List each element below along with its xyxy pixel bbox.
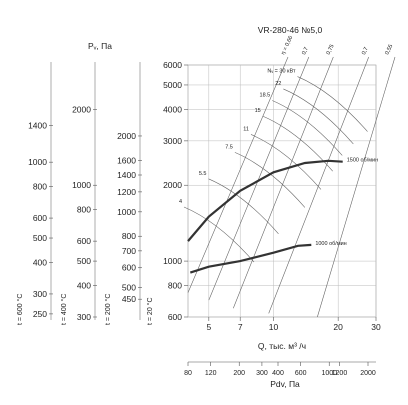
dynamic-pressure-tick-label: 200 <box>233 370 245 377</box>
temperature-tick-label: 1400 <box>28 120 47 130</box>
x-tick-label: 5 <box>206 322 211 332</box>
power-label: 4 <box>179 199 182 205</box>
temperature-label: t = 200 °C <box>104 294 112 325</box>
series-line <box>187 159 343 242</box>
dynamic-pressure-tick-label: 300 <box>256 370 268 377</box>
temperature-tick-label: 600 <box>122 263 136 273</box>
y-tick-label: 2000 <box>163 180 182 190</box>
dynamic-pressure-tick-label: 600 <box>295 370 307 377</box>
temperature-tick-label: 800 <box>33 182 47 192</box>
efficiency-ray <box>208 56 310 301</box>
y-tick-label: 3000 <box>163 136 182 146</box>
series-line <box>189 243 312 274</box>
power-label: 7.5 <box>225 144 233 150</box>
temperature-scales: 600 800 1000 2000 3000 4000 5000 6000 5 7 10 20 30 t … <box>16 60 381 377</box>
y-tick-label: 1000 <box>163 256 182 266</box>
temperature-tick-label: 450 <box>122 294 136 304</box>
temperature-tick-label: 700 <box>122 246 136 256</box>
y-axis-label: Pᵥ, Па <box>88 41 112 51</box>
power-label: 22 <box>275 81 281 87</box>
chart-title: VR-280-46 №5,0 <box>258 25 323 35</box>
power-label: 15 <box>255 108 261 114</box>
x-axis-label: Q, тыс. м³ /ч <box>258 341 306 351</box>
y-tick-label: 4000 <box>163 104 182 114</box>
x-tick-label: 10 <box>269 322 279 332</box>
temperature-tick-label: 300 <box>33 289 47 299</box>
dynamic-pressure-tick-label: 400 <box>272 370 284 377</box>
power-curve <box>272 100 343 156</box>
temperature-tick-label: 1200 <box>117 187 136 197</box>
efficiency-ray <box>233 56 334 309</box>
temperature-tick-label: 1400 <box>117 170 136 180</box>
dynamic-pressure-axis-label: Pdv, Па <box>270 379 300 389</box>
temperature-tick-label: 250 <box>33 309 47 319</box>
dynamic-pressure-tick-label: 2000 <box>360 370 376 377</box>
efficiency-label: 0,75 <box>326 44 336 56</box>
power-label: 18.5 <box>260 92 271 98</box>
temperature-tick-label: 1600 <box>117 155 136 165</box>
x-tick-label: 30 <box>371 322 381 332</box>
x-tick-label: 20 <box>333 322 343 332</box>
temperature-tick-label: 2000 <box>72 104 91 114</box>
power-curve <box>297 76 368 132</box>
power-curve <box>234 152 306 208</box>
x-tick-label: 7 <box>238 322 243 332</box>
efficiency-ray <box>187 56 289 293</box>
y-tick-label: 800 <box>168 281 182 291</box>
efficiency-ray <box>317 56 396 318</box>
temperature-tick-label: 1000 <box>117 207 136 217</box>
temperature-tick-label: 1000 <box>72 180 91 190</box>
temperature-tick-label: 300 <box>77 312 91 322</box>
chart-marks: η = 0,66 0,7 0,75 0,7 0,55 4 5.5 7.5 11 15 18.5 22 N… <box>179 35 396 318</box>
efficiency-label: 0,7 <box>361 46 370 55</box>
temperature-label: t = 20 °C <box>146 297 154 325</box>
temperature-tick-label: 2000 <box>117 131 136 141</box>
temperature-tick-label: 800 <box>122 231 136 241</box>
temperature-label: t = 400 °C <box>60 294 68 325</box>
power-label: 5.5 <box>199 171 207 177</box>
temperature-tick-label: 500 <box>33 233 47 243</box>
power-curve <box>283 88 354 145</box>
temperature-tick-label: 500 <box>77 256 91 266</box>
y-tick-label: 5000 <box>163 80 182 90</box>
efficiency-label: η = 0,66 <box>280 35 294 56</box>
power-label: Nᵥ = 30 кВт <box>267 69 296 75</box>
series-label: 1000 об/мин <box>315 241 346 247</box>
temperature-tick-label: 1000 <box>28 157 47 167</box>
temperature-tick-label: 400 <box>77 281 91 291</box>
power-curve <box>208 178 279 235</box>
power-label: 11 <box>243 126 249 132</box>
temperature-label: t = 600 °C <box>16 294 24 325</box>
power-curve <box>250 134 322 190</box>
efficiency-label: 0,7 <box>301 46 310 55</box>
dynamic-pressure-tick-label: 80 <box>184 370 192 377</box>
y-tick-label: 6000 <box>163 60 182 70</box>
power-curve <box>262 115 333 172</box>
temperature-tick-label: 600 <box>77 236 91 246</box>
temperature-tick-label: 600 <box>33 213 47 223</box>
plot-grid <box>184 64 377 321</box>
temperature-tick-label: 400 <box>33 257 47 267</box>
y-tick-label: 600 <box>168 312 182 322</box>
temperature-tick-label: 500 <box>122 283 136 293</box>
dynamic-pressure-tick-label: 120 <box>205 370 217 377</box>
efficiency-label: 0,55 <box>384 44 394 56</box>
series-label: 1500 об/мин <box>347 158 378 164</box>
dynamic-pressure-tick-label: 1000 <box>321 370 337 377</box>
efficiency-ray <box>268 56 369 314</box>
temperature-tick-label: 800 <box>77 205 91 215</box>
power-curve <box>183 206 255 263</box>
dynamic-pressure-tick-label: 1200 <box>332 370 348 377</box>
